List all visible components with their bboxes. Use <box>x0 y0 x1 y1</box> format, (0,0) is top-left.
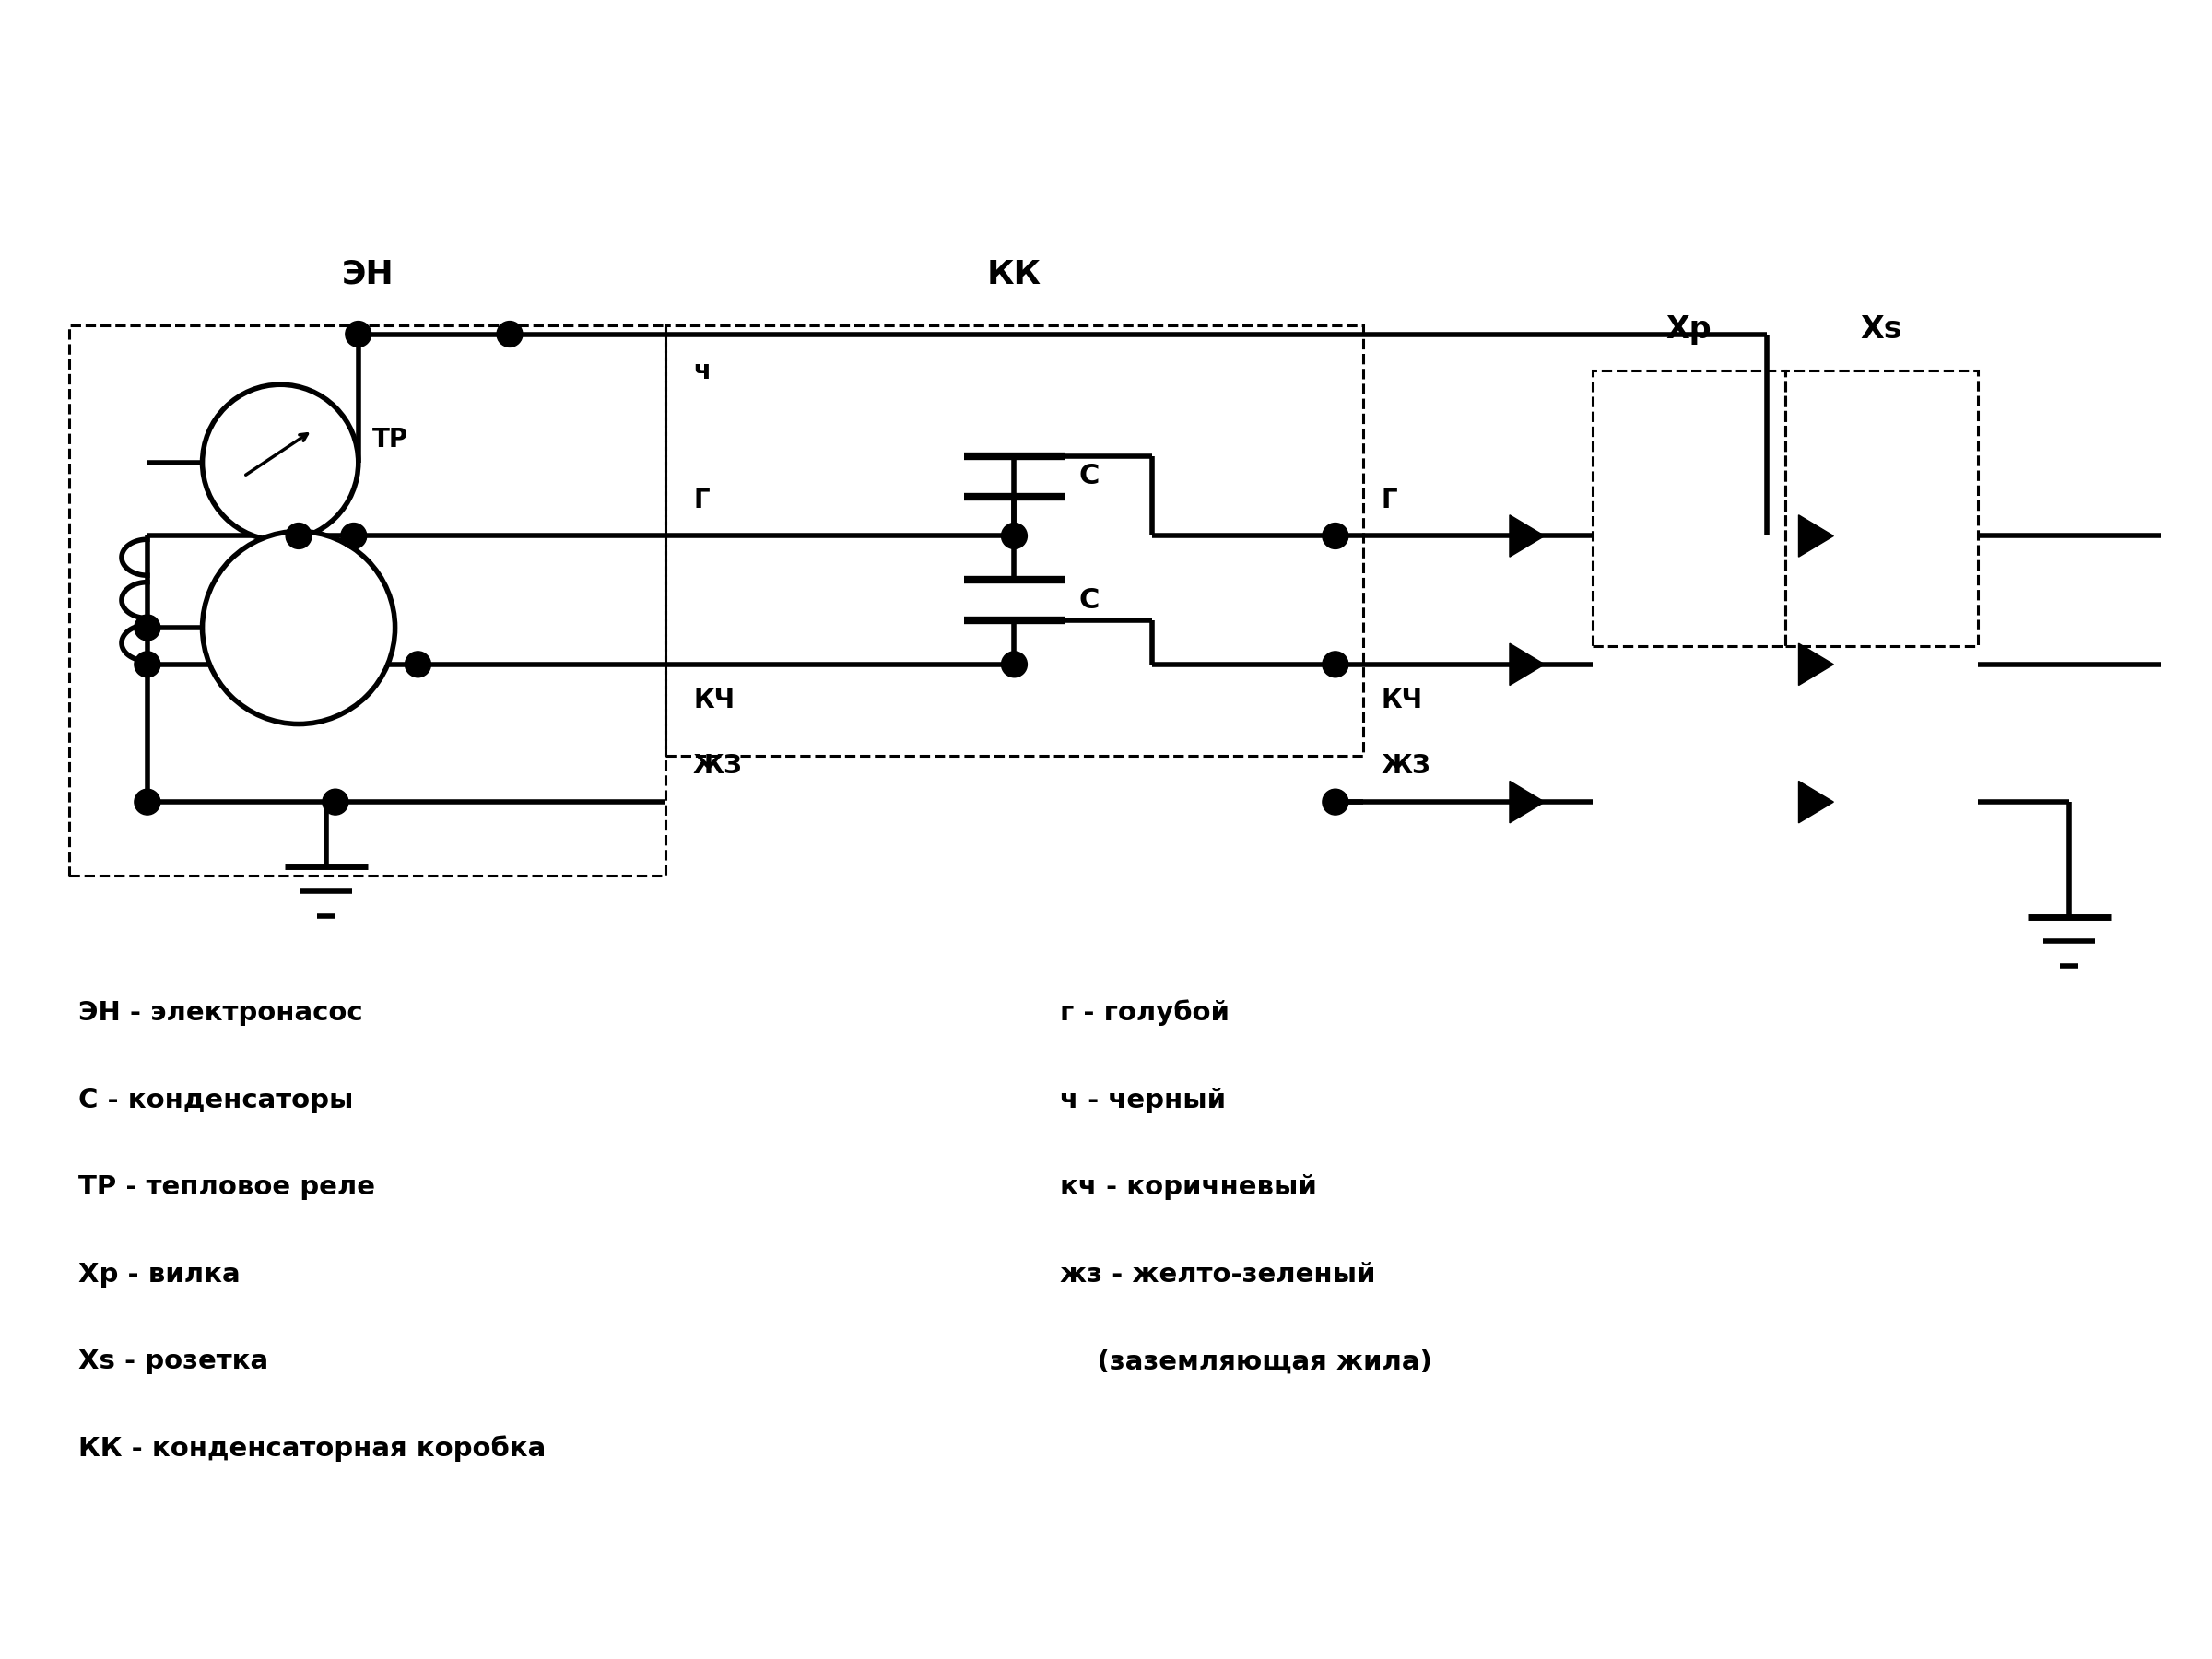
Text: Xs: Xs <box>1860 314 1902 345</box>
Text: Хр: Хр <box>1666 314 1712 345</box>
Text: С - конденсаторы: С - конденсаторы <box>77 1087 354 1113</box>
Circle shape <box>345 322 372 347</box>
Polygon shape <box>1798 514 1834 557</box>
Text: КК - конденсаторная коробка: КК - конденсаторная коробка <box>77 1435 546 1462</box>
Circle shape <box>1323 790 1347 815</box>
Text: г - голубой: г - голубой <box>1060 1000 1230 1027</box>
Bar <box>666 325 1363 757</box>
Circle shape <box>135 790 159 815</box>
Polygon shape <box>1798 781 1834 823</box>
Bar <box>1593 372 1785 645</box>
Text: ЭН - электронасос: ЭН - электронасос <box>77 1000 363 1025</box>
Circle shape <box>135 652 159 677</box>
Text: Xs - розетка: Xs - розетка <box>77 1349 268 1375</box>
Polygon shape <box>1798 644 1834 685</box>
Circle shape <box>1323 523 1347 549</box>
Text: Хр - вилка: Хр - вилка <box>77 1261 241 1287</box>
Circle shape <box>323 790 347 815</box>
Circle shape <box>405 652 431 677</box>
Circle shape <box>201 531 396 723</box>
Text: КК: КК <box>987 259 1042 290</box>
Text: С: С <box>1079 463 1099 489</box>
Text: ЖЗ: ЖЗ <box>692 753 743 780</box>
Text: кч - коричневый: кч - коричневый <box>1060 1175 1316 1199</box>
Text: ч - черный: ч - черный <box>1060 1087 1225 1113</box>
Text: ч: ч <box>692 358 710 385</box>
Text: С: С <box>1079 587 1099 614</box>
Text: (заземляющая жила): (заземляющая жила) <box>1060 1349 1433 1375</box>
Polygon shape <box>1509 514 1544 557</box>
Text: жз - желто-зеленый: жз - желто-зеленый <box>1060 1261 1376 1287</box>
Text: КЧ: КЧ <box>692 687 734 713</box>
Bar <box>1785 372 1978 645</box>
Bar <box>69 325 666 876</box>
Text: ТР: ТР <box>372 426 409 453</box>
Circle shape <box>1002 523 1026 549</box>
Circle shape <box>201 385 358 541</box>
Circle shape <box>285 523 312 549</box>
Circle shape <box>135 615 159 640</box>
Text: Г: Г <box>692 488 710 513</box>
Text: ЖЗ: ЖЗ <box>1380 753 1431 780</box>
Polygon shape <box>1509 781 1544 823</box>
Circle shape <box>498 322 522 347</box>
Text: КЧ: КЧ <box>1380 687 1422 713</box>
Polygon shape <box>1509 644 1544 685</box>
Text: ЭН: ЭН <box>341 259 394 290</box>
Text: Г: Г <box>1380 488 1398 513</box>
Text: ТР - тепловое реле: ТР - тепловое реле <box>77 1175 376 1199</box>
Circle shape <box>1002 652 1026 677</box>
Circle shape <box>1323 652 1347 677</box>
Circle shape <box>341 523 367 549</box>
